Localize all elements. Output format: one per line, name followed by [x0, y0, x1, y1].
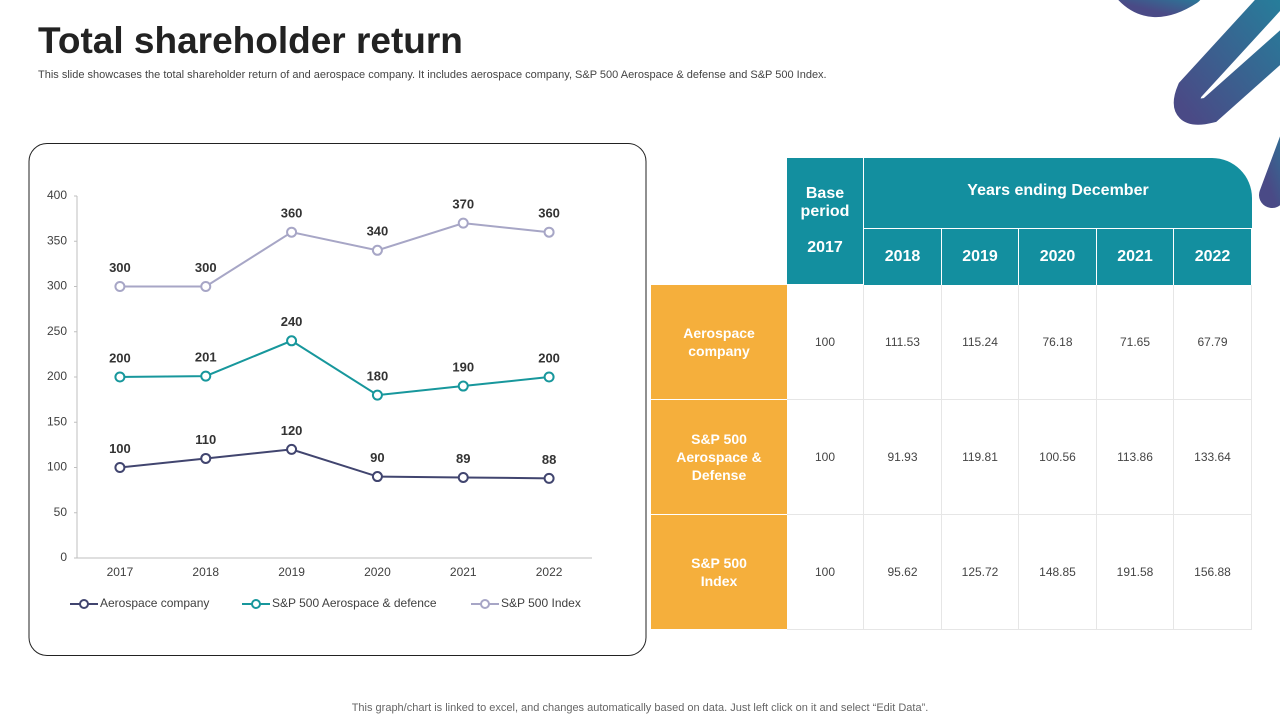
y-tick-label: 250: [47, 324, 67, 338]
x-tick-label: 2018: [192, 565, 219, 579]
year-header: 2018: [864, 229, 942, 285]
table-cell: 100: [787, 515, 864, 630]
point: [543, 472, 555, 484]
row-label: S&P 500 Index: [651, 515, 787, 630]
point: [457, 380, 469, 392]
point: [114, 462, 126, 473]
x-tick-label: 2022: [536, 565, 563, 579]
table-cell: 133.64: [1174, 400, 1252, 515]
table-cell: 100.56: [1019, 400, 1097, 515]
point: [286, 226, 298, 238]
point: [371, 389, 383, 401]
point: [114, 371, 126, 383]
data-label: 110: [195, 432, 216, 447]
data-label: 360: [538, 206, 560, 221]
table-cell: 156.88: [1174, 515, 1252, 630]
point: [200, 370, 212, 382]
point: [286, 443, 298, 455]
year-header: 2021: [1097, 229, 1174, 285]
header-text: Base period: [800, 185, 850, 220]
table-cell: 100: [787, 285, 864, 400]
table-cell: 91.93: [864, 400, 942, 515]
data-label: 200: [109, 350, 131, 365]
data-label: 180: [367, 369, 389, 384]
data-label: 370: [452, 197, 474, 212]
x-tick-label: 2021: [450, 565, 477, 579]
legend-marker: [79, 599, 89, 609]
table-cell: 100: [787, 400, 864, 515]
series-line: [119, 222, 550, 288]
title: Total shareholder return: [38, 20, 463, 61]
table-cell: 125.72: [942, 515, 1019, 630]
table-cell: 191.58: [1097, 515, 1174, 630]
y-tick-label: 400: [47, 188, 67, 202]
decoration: [1118, 0, 1280, 208]
data-label: 120: [281, 423, 303, 438]
table-cell: 67.79: [1174, 285, 1252, 400]
y-tick-label: 150: [47, 414, 67, 428]
x-tick-label: 2017: [107, 565, 134, 579]
series-line: [119, 448, 550, 480]
point: [114, 281, 126, 292]
data-label: 90: [370, 450, 384, 465]
table-cell: 148.85: [1019, 515, 1097, 630]
y-tick-label: 350: [47, 233, 67, 247]
group-header: Years ending December: [864, 158, 1252, 229]
y-tick-label: 50: [54, 505, 68, 519]
point: [200, 452, 212, 464]
x-tick-label: 2020: [364, 565, 391, 579]
row-label: Aerospace company: [651, 285, 787, 400]
table-cell: 111.53: [864, 285, 942, 400]
x-tick-label: 2019: [278, 565, 305, 579]
data-label: 240: [281, 314, 303, 329]
subtitle: This slide showcases the total sharehold…: [38, 69, 827, 81]
year-header: 2020: [1019, 229, 1097, 285]
table-cell: 76.18: [1019, 285, 1097, 400]
footer: This graph/chart is linked to excel, and…: [351, 702, 929, 714]
point: [286, 335, 298, 347]
point: [371, 244, 383, 256]
table-cell: 71.65: [1097, 285, 1174, 400]
y-tick-label: 200: [47, 369, 67, 383]
data-label: 360: [281, 206, 303, 221]
data-label: 89: [456, 451, 470, 466]
legend-label: S&P 500 Index: [501, 596, 581, 610]
table-cell: 113.86: [1097, 400, 1174, 515]
point: [457, 217, 469, 229]
point: [200, 281, 212, 292]
row-label: S&P 500 Aerospace & Defense: [651, 400, 787, 515]
year-header: 2019: [942, 229, 1019, 285]
header-text: 2017: [807, 239, 843, 256]
y-tick-label: 100: [47, 460, 67, 474]
data-label: 340: [367, 224, 389, 239]
data-label: 190: [452, 359, 474, 374]
y-tick-label: 300: [47, 279, 67, 293]
chart-frame: [28, 143, 647, 656]
legend-marker: [480, 599, 490, 609]
data-label: 100: [109, 441, 131, 456]
legend-marker: [251, 599, 261, 609]
point: [457, 471, 469, 483]
y-tick-label: 0: [60, 550, 67, 564]
legend-label: S&P 500 Aerospace & defence: [272, 596, 437, 610]
year-header: 2022: [1174, 229, 1252, 285]
series-line: [119, 339, 550, 397]
legend-label: Aerospace company: [100, 596, 209, 610]
point: [371, 471, 383, 483]
table-cell: 95.62: [864, 515, 942, 630]
data-label: 201: [195, 350, 217, 365]
data-label: 200: [538, 350, 560, 365]
header-cell: Base period 2017: [787, 158, 864, 285]
data-label: 88: [542, 452, 556, 467]
data-label: 300: [195, 260, 217, 275]
point: [543, 226, 555, 238]
table-cell: 115.24: [942, 285, 1019, 400]
point: [543, 371, 555, 383]
table-cell: 119.81: [942, 400, 1019, 515]
data-label: 300: [109, 260, 131, 275]
